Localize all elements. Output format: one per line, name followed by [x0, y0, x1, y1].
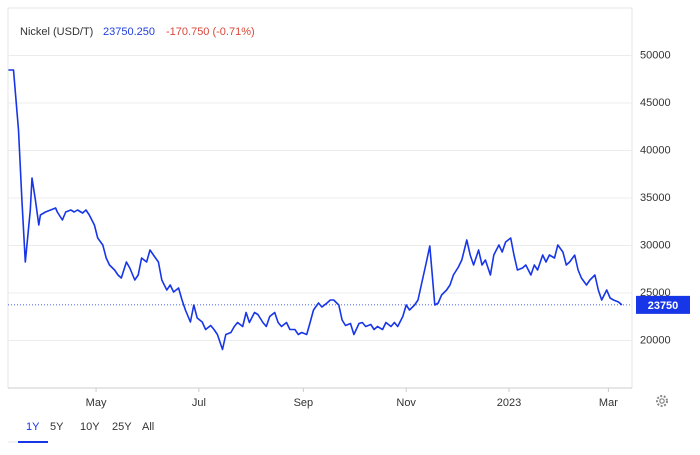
range-button[interactable]: 1Y — [26, 421, 40, 433]
range-button[interactable]: All — [142, 421, 154, 433]
y-tick-label: 40000 — [640, 144, 671, 156]
price: 23750.250 — [103, 26, 155, 38]
x-tick-label: May — [86, 397, 107, 409]
range-button[interactable]: 5Y — [50, 421, 64, 433]
chart-title: Nickel (USD/T) — [20, 26, 93, 38]
y-tick-label: 35000 — [640, 192, 671, 204]
x-tick-label: 2023 — [497, 397, 521, 409]
x-tick-label: Jul — [192, 397, 206, 409]
price-tag-box — [636, 295, 690, 314]
y-tick-label: 50000 — [640, 49, 671, 61]
settings-icon[interactable] — [656, 395, 668, 407]
y-tick-label: 30000 — [640, 239, 671, 251]
range-button[interactable]: 10Y — [80, 421, 100, 433]
x-tick-label: Nov — [396, 397, 416, 409]
x-tick-label: Mar — [599, 397, 618, 409]
price-line — [8, 69, 623, 351]
y-tick-label: 45000 — [640, 97, 671, 109]
y-tick-label: 20000 — [640, 334, 671, 346]
price-change: -170.750 (-0.71%) — [166, 26, 255, 38]
price-tag-label: 23750 — [648, 300, 679, 312]
x-tick-label: Sep — [294, 397, 314, 409]
range-button[interactable]: 25Y — [112, 421, 132, 433]
